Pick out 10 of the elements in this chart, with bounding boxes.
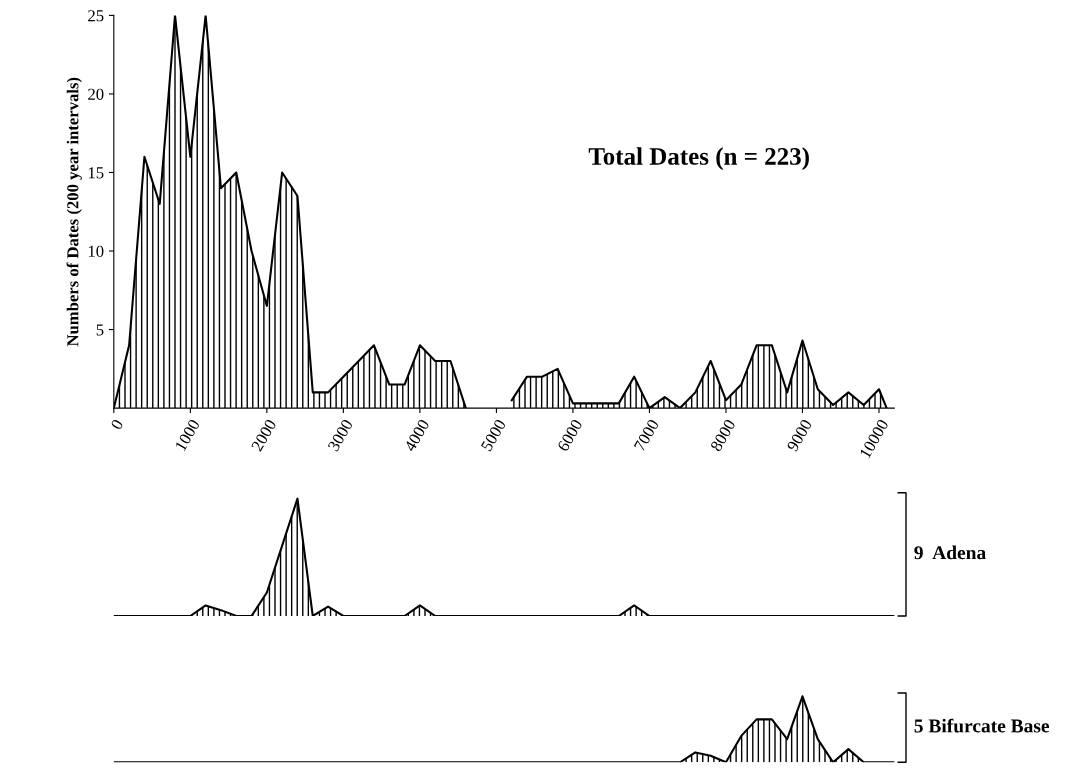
x-tick-label: 0 <box>110 418 124 431</box>
y-tick-label: 20 <box>88 88 104 100</box>
text: 9 Adena <box>914 545 986 560</box>
y-tick-label: 5 <box>96 324 104 336</box>
text: 5 Bifurcate Base <box>914 718 1050 733</box>
y-tick-label: 15 <box>88 167 104 179</box>
y-tick-label: 10 <box>88 245 104 257</box>
y-axis-title: Numbers of Dates (200 year intervals) <box>66 77 82 347</box>
y-tick-label: 25 <box>88 10 104 22</box>
annotation: Total Dates (n = 223) <box>588 147 809 170</box>
